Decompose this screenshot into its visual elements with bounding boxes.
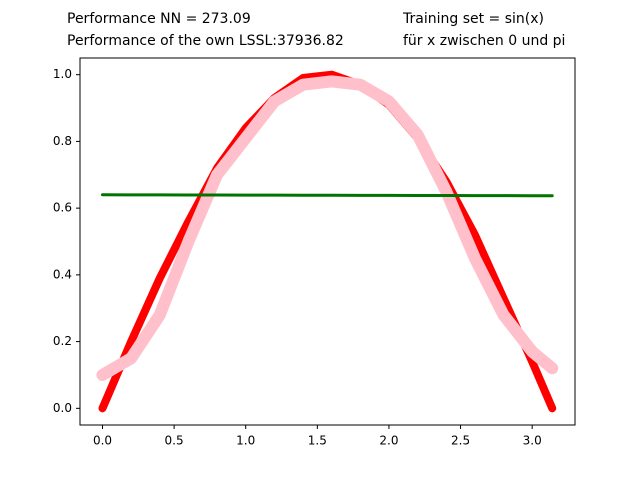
data-line	[96, 75, 559, 381]
annotation: für x zwischen 0 und pi	[403, 33, 565, 49]
x-tick-label: 3.0	[523, 434, 542, 448]
y-tick-label: 0.0	[53, 401, 72, 415]
y-tick-label: 0.6	[53, 201, 72, 215]
x-tick-label: 0.5	[165, 434, 184, 448]
y-tick-label: 1.0	[53, 67, 72, 81]
data-line	[98, 70, 557, 413]
data-line	[100, 193, 554, 198]
y-tick-label: 0.2	[53, 334, 72, 348]
annotation: Performance of the own LSSL:37936.82	[67, 33, 344, 49]
x-tick-label: 0.0	[93, 434, 112, 448]
plot-frame	[79, 57, 576, 426]
y-tick-label: 0.4	[53, 267, 72, 281]
x-tick-label: 2.5	[451, 434, 470, 448]
x-tick-label: 2.0	[379, 434, 398, 448]
y-tick-label: 0.8	[53, 134, 72, 148]
annotation: Performance NN = 273.09	[67, 11, 251, 27]
x-tick-label: 1.5	[308, 434, 327, 448]
annotation: Training set = sin(x)	[402, 11, 544, 27]
x-tick-label: 1.0	[236, 434, 255, 448]
